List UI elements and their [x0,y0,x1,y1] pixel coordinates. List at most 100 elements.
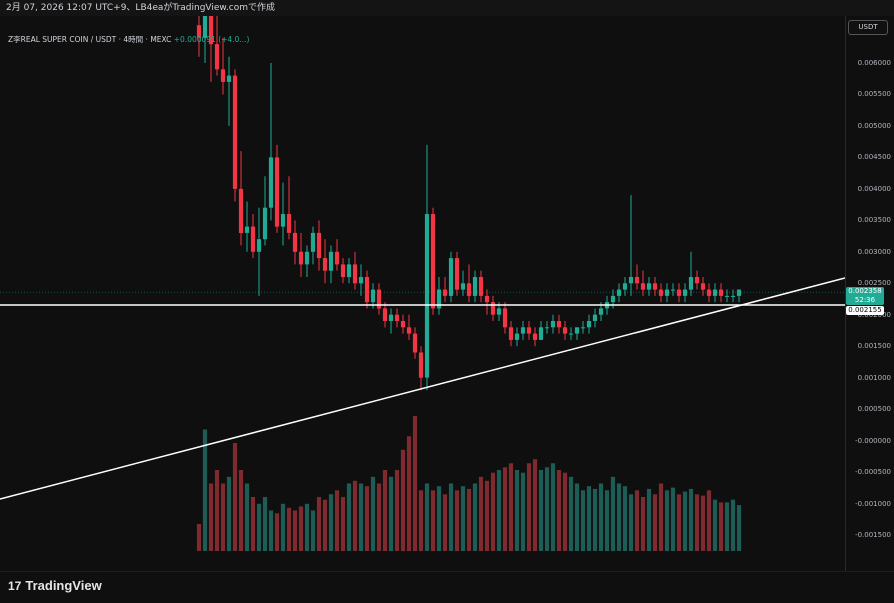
volume-bar [304,503,310,552]
candle-body [196,25,202,38]
volume-bar [226,476,232,552]
candle-body [454,258,460,290]
candle-body [730,295,736,297]
candle-body [466,283,472,296]
volume-bar [652,494,658,551]
volume-bar [310,510,316,551]
volume-bar [382,470,388,551]
tradingview-logo[interactable]: 17 TradingView [8,578,102,593]
volume-bar [358,483,364,551]
candle-body [436,289,442,309]
candle-body [304,251,310,265]
volume-bar [496,470,502,551]
candle-body [412,333,418,353]
y-tick-label: 0.006000 [857,59,891,67]
candle-body [652,283,658,290]
volume-bar [232,443,238,551]
volume-bar [388,476,394,552]
candle-body [712,289,718,296]
y-tick-label: 0.005000 [857,121,891,130]
candle-body [352,264,358,284]
volume-bar [676,494,682,551]
volume-bar [406,436,412,552]
candle-body [478,277,484,296]
candle-body [634,277,640,284]
candle-body [256,239,262,252]
candle-body [274,157,280,227]
volume-bar [442,494,448,551]
volume-bar [334,490,340,552]
current-price-label: 0.002358 52:36 [846,287,884,305]
candle-body [592,314,598,321]
candle-body [430,214,436,309]
volume-bar [262,497,268,551]
volume-bar [322,499,328,551]
candle-body [202,16,208,38]
candle-body [508,327,514,340]
candle-body [658,289,664,296]
candle-body [718,289,724,296]
candle-body [328,251,334,271]
candle-body [556,321,562,328]
candle-body [706,289,712,296]
candle-body [400,321,406,328]
volume-bar [544,467,550,551]
candle-body [340,264,346,277]
volume-bar [400,449,406,552]
candle-body [298,251,304,265]
y-tick-label: 0.003500 [857,216,891,225]
volume-bar [586,486,592,551]
y-tick-label: -0.000000 [855,436,891,445]
candle-body [310,232,316,252]
volume-bar [736,505,742,551]
volume-bar [688,488,694,551]
volume-bar [502,467,508,551]
volume-bar [556,470,562,551]
candle-body [490,302,496,315]
volume-bar [520,472,526,551]
volume-bar [466,488,472,551]
candle-body [334,251,340,265]
volume-bar [478,476,484,552]
snapshot-header: 2月 07, 2026 12:07 UTC+9、LB4eaがTradingVie… [0,0,894,16]
candle-body [676,289,682,296]
candle-body [472,277,478,296]
candle-body [364,277,370,303]
volume-bar [274,513,280,551]
volume-bar [448,483,454,551]
y-tick-label: 0.001000 [857,373,891,382]
candle-body [376,289,382,309]
volume-bar [328,494,334,551]
tradingview-mark-icon: 17 [8,579,22,593]
volume-bar [424,483,430,551]
candle-body [232,75,238,189]
countdown-timer: 52:36 [854,296,876,304]
candle-body [736,289,742,296]
volume-bar [532,459,538,551]
candle-body [280,214,286,227]
candle-body [484,295,490,303]
volume-bar [514,470,520,551]
volume-bar [394,470,400,551]
volume-bar [256,503,262,552]
candle-body [418,352,424,378]
volume-bar [592,488,598,551]
y-tick-label: 0.005500 [857,90,891,99]
volume-bar [670,487,676,551]
candle-body [586,321,592,328]
volume-bar [280,503,286,552]
y-tick-label: 0.002500 [857,279,891,288]
candle-body [688,277,694,290]
volume-bar [412,416,418,551]
candle-body [598,308,604,315]
volume-bar [628,494,634,551]
currency-button[interactable]: USDT [848,20,888,35]
volume-bar [298,506,304,551]
volume-bar [430,490,436,552]
volume-bar [562,472,568,551]
volume-bar [580,490,586,552]
chart-plot-area[interactable]: Z李REAL SUPER COIN / USDT · 4時間 · MEXC +0… [0,16,845,571]
price-chart-svg[interactable] [0,16,845,571]
candle-body [238,188,244,233]
